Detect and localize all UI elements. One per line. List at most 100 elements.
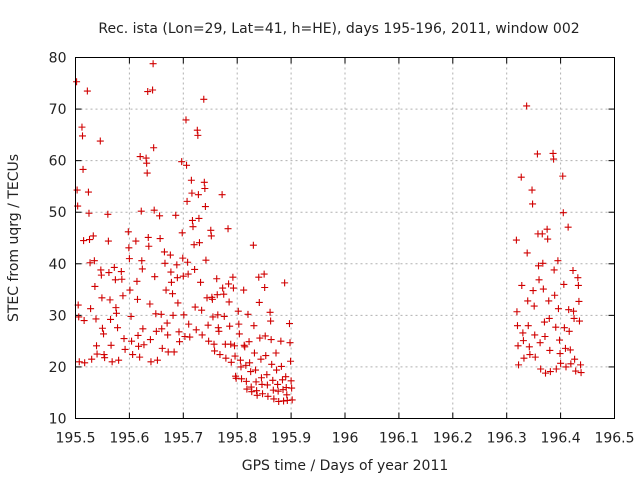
data-point: [139, 325, 147, 333]
x-tick-label: 195.6: [109, 431, 149, 447]
x-axis-label: GPS time / Days of year 2011: [242, 458, 449, 474]
data-point: [226, 322, 234, 330]
data-point: [520, 354, 528, 362]
data-point: [162, 286, 170, 294]
data-point: [129, 351, 137, 359]
data-point: [237, 363, 245, 371]
data-point: [546, 368, 554, 376]
data-point: [202, 256, 210, 264]
data-point: [231, 352, 239, 360]
chart-title: Rec. ista (Lon=29, Lat=41, h=HE), days 1…: [98, 21, 579, 37]
data-point: [564, 223, 572, 231]
data-point: [186, 333, 194, 341]
data-point: [207, 232, 215, 240]
data-point: [281, 279, 289, 287]
data-point: [557, 359, 565, 367]
data-point: [115, 356, 123, 364]
data-point: [269, 386, 277, 394]
data-point: [172, 211, 180, 219]
data-point: [173, 261, 181, 269]
x-tick-label: 195.8: [217, 431, 257, 447]
data-point: [570, 307, 578, 315]
y-tick-label: 50: [49, 205, 67, 221]
data-point: [234, 307, 242, 315]
data-point: [567, 360, 575, 368]
data-point: [125, 244, 133, 252]
data-point: [246, 359, 254, 367]
data-point: [169, 311, 177, 319]
x-tick-label: 196.4: [541, 431, 581, 447]
data-point: [205, 337, 213, 345]
data-point: [158, 344, 166, 352]
y-tick-label: 30: [49, 308, 67, 324]
data-point: [75, 313, 83, 321]
data-point: [227, 340, 235, 348]
data-point: [565, 306, 573, 314]
data-point: [249, 241, 257, 249]
data-point: [83, 87, 91, 95]
data-point: [146, 336, 154, 344]
data-point: [253, 391, 261, 399]
data-point: [161, 259, 169, 267]
data-point: [559, 172, 567, 180]
data-point: [191, 265, 199, 273]
data-point: [282, 373, 290, 381]
data-point: [138, 265, 146, 273]
data-point: [96, 137, 104, 145]
data-point: [235, 330, 243, 338]
data-point: [533, 150, 541, 158]
data-point: [556, 350, 564, 358]
data-point: [108, 358, 116, 366]
data-point: [231, 342, 239, 350]
data-point: [163, 319, 171, 327]
data-point: [552, 365, 560, 373]
data-point: [512, 236, 520, 244]
data-point: [252, 378, 260, 386]
data-point: [224, 225, 232, 233]
data-point: [216, 351, 224, 359]
data-point: [197, 278, 205, 286]
data-point: [222, 354, 230, 362]
data-point: [111, 276, 119, 284]
y-tick-label: 80: [49, 51, 67, 67]
data-point: [143, 169, 151, 177]
data-point: [144, 88, 152, 96]
y-tick-label: 60: [49, 154, 67, 170]
data-point: [242, 361, 250, 369]
data-point: [242, 377, 250, 385]
data-point: [156, 212, 164, 220]
data-point: [545, 297, 553, 305]
data-point: [133, 295, 141, 303]
data-point: [118, 275, 126, 283]
data-point: [91, 282, 99, 290]
data-point: [140, 341, 148, 349]
data-point: [170, 348, 178, 356]
data-point: [255, 298, 263, 306]
data-point: [574, 281, 582, 289]
data-point: [85, 209, 93, 217]
data-point: [268, 360, 276, 368]
data-point: [194, 131, 202, 139]
data-point: [229, 273, 237, 281]
data-point: [220, 290, 228, 298]
data-point: [183, 161, 191, 169]
data-point: [575, 297, 583, 305]
data-point: [195, 239, 203, 247]
data-point: [210, 340, 218, 348]
data-point: [286, 339, 294, 347]
data-point: [152, 327, 160, 335]
data-point: [225, 298, 233, 306]
data-point: [184, 258, 192, 266]
data-point: [225, 280, 233, 288]
data-point: [120, 335, 128, 343]
data-point: [577, 361, 585, 369]
data-point: [192, 326, 200, 334]
data-point: [101, 354, 109, 362]
data-point: [560, 280, 568, 288]
data-point: [84, 188, 92, 196]
data-point: [550, 266, 558, 274]
data-point: [542, 369, 550, 377]
data-point: [97, 271, 105, 279]
data-point: [536, 339, 544, 347]
